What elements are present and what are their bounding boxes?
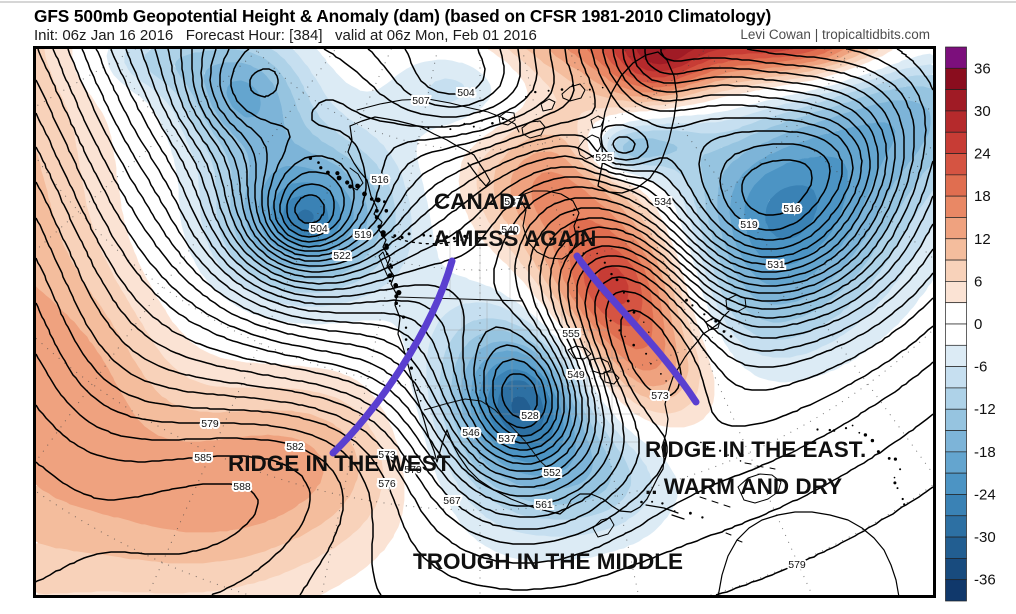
svg-text:549: 549 xyxy=(567,369,585,381)
svg-text:-12: -12 xyxy=(974,401,996,418)
svg-text:6: 6 xyxy=(974,273,982,290)
svg-text:531: 531 xyxy=(767,259,785,271)
svg-text:585: 585 xyxy=(194,452,212,464)
svg-text:573: 573 xyxy=(378,449,396,461)
svg-text:-24: -24 xyxy=(974,486,996,503)
svg-text:516: 516 xyxy=(783,203,801,215)
svg-text:588: 588 xyxy=(233,481,251,493)
svg-text:-18: -18 xyxy=(974,444,996,461)
svg-text:36: 36 xyxy=(974,60,991,77)
svg-text:540: 540 xyxy=(501,224,519,236)
svg-text:552: 552 xyxy=(543,467,561,479)
svg-text:.. WARM AND DRY: .. WARM AND DRY xyxy=(645,474,842,499)
svg-text:TROUGH IN THE MIDDLE: TROUGH IN THE MIDDLE xyxy=(413,549,683,574)
svg-text:18: 18 xyxy=(974,188,991,205)
svg-text:546: 546 xyxy=(462,427,480,439)
svg-text:-36: -36 xyxy=(974,572,996,589)
svg-text:Levi Cowan | tropicaltidbits.c: Levi Cowan | tropicaltidbits.com xyxy=(740,27,930,42)
svg-text:576: 576 xyxy=(378,478,396,490)
svg-text:519: 519 xyxy=(354,229,372,241)
svg-text:525: 525 xyxy=(595,152,613,164)
svg-text:-6: -6 xyxy=(974,359,987,376)
svg-text:519: 519 xyxy=(740,219,758,231)
svg-text:516: 516 xyxy=(371,174,389,186)
svg-text:12: 12 xyxy=(974,231,991,248)
svg-text:CANADA: CANADA xyxy=(434,189,532,214)
svg-text:528: 528 xyxy=(521,410,539,422)
svg-text:582: 582 xyxy=(286,441,304,453)
svg-text:-30: -30 xyxy=(974,529,996,546)
svg-text:A MESS AGAIN: A MESS AGAIN xyxy=(433,226,596,251)
svg-text:0: 0 xyxy=(974,316,982,333)
svg-text:570: 570 xyxy=(404,464,422,476)
svg-text:30: 30 xyxy=(974,103,991,120)
svg-text:507: 507 xyxy=(412,95,430,107)
svg-text:504: 504 xyxy=(310,223,328,235)
svg-text:579: 579 xyxy=(201,418,219,430)
svg-text:537: 537 xyxy=(498,433,516,445)
svg-text:579: 579 xyxy=(788,559,806,571)
svg-text:504: 504 xyxy=(457,87,475,99)
svg-text:567: 567 xyxy=(443,495,461,507)
svg-text:24: 24 xyxy=(974,145,991,162)
svg-text:573: 573 xyxy=(651,390,669,402)
svg-text:GFS 500mb Geopotential Height: GFS 500mb Geopotential Height & Anomaly … xyxy=(34,6,771,26)
svg-text:Init: 06z Jan 16 2016 Foreca: Init: 06z Jan 16 2016 Forecast Hour: [38… xyxy=(34,27,537,44)
svg-text:RIDGE IN THE WEST: RIDGE IN THE WEST xyxy=(228,451,451,476)
svg-text:534: 534 xyxy=(654,196,672,208)
svg-text:555: 555 xyxy=(562,328,580,340)
svg-text:561: 561 xyxy=(535,499,553,511)
svg-text:522: 522 xyxy=(333,250,351,262)
svg-text:537: 537 xyxy=(504,196,522,208)
svg-text:RIDGE IN THE EAST.: RIDGE IN THE EAST. xyxy=(645,437,866,462)
